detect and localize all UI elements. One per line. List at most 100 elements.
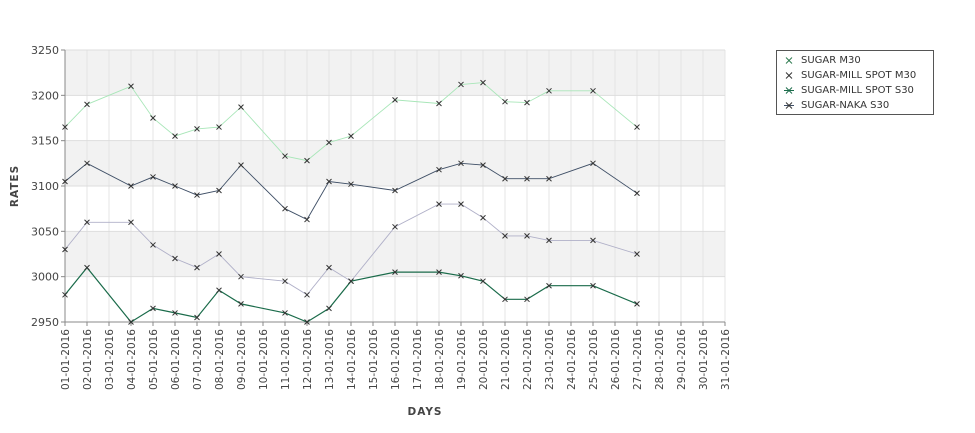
x-tick-label: 19-01-2016 (456, 329, 468, 390)
legend-marker-icon (783, 98, 795, 113)
x-tick-label: 22-01-2016 (522, 329, 534, 390)
data-point-marker (348, 133, 354, 139)
legend-marker-icon (783, 83, 795, 98)
x-tick-label: 11-01-2016 (280, 329, 292, 390)
x-tick-label: 20-01-2016 (478, 329, 490, 390)
data-point-marker (392, 223, 398, 230)
x-tick-label: 31-01-2016 (720, 329, 732, 390)
data-point-marker (238, 301, 244, 307)
x-tick-label: 27-01-2016 (632, 329, 644, 390)
data-point-marker (238, 104, 244, 110)
x-tick-label: 17-01-2016 (412, 329, 424, 390)
data-point-marker (634, 301, 640, 307)
legend: SUGAR M30 SUGAR-MILL SPOT M30 SUGAR-MILL… (776, 50, 934, 115)
x-tick-label: 10-01-2016 (258, 329, 270, 390)
legend-label: SUGAR-MILL SPOT M30 (801, 70, 917, 81)
y-tick-label: 3000 (31, 271, 59, 284)
data-point-marker (282, 153, 288, 159)
data-point-marker (546, 175, 552, 182)
data-point-marker (282, 310, 288, 316)
x-tick-label: 28-01-2016 (654, 329, 666, 390)
data-point-marker (84, 101, 90, 108)
x-tick-label: 07-01-2016 (192, 329, 204, 390)
data-point-marker (480, 214, 486, 221)
data-point-marker (84, 160, 90, 167)
data-point-marker (590, 237, 596, 244)
data-point-marker (524, 296, 530, 303)
data-point-marker (634, 251, 640, 257)
data-point-marker (546, 87, 552, 94)
data-point-marker (172, 133, 178, 139)
data-point-marker (172, 310, 178, 316)
data-point-marker (480, 79, 486, 86)
legend-marker-icon (783, 68, 795, 83)
legend-item-sugar-mill-spot-s30: SUGAR-MILL SPOT S30 (777, 83, 933, 98)
data-point-marker (128, 319, 134, 325)
data-point-marker (304, 157, 310, 164)
data-point-marker (348, 181, 354, 188)
data-point-marker (128, 183, 134, 189)
data-point-marker (326, 139, 332, 146)
data-point-marker (150, 115, 156, 121)
data-point-marker (392, 269, 398, 275)
x-tick-label: 16-01-2016 (390, 329, 402, 390)
data-point-marker (436, 201, 442, 207)
data-point-marker (128, 219, 134, 226)
x-tick-label: 29-01-2016 (676, 329, 688, 390)
data-point-marker (216, 124, 222, 130)
data-point-marker (348, 278, 354, 285)
data-point-marker (502, 233, 508, 239)
data-point-marker (84, 264, 90, 271)
data-point-marker (150, 305, 156, 312)
data-point-marker (436, 269, 442, 275)
x-tick-label: 25-01-2016 (588, 329, 600, 390)
data-point-marker (194, 192, 200, 198)
data-point-marker (238, 273, 244, 280)
data-point-marker (326, 178, 332, 185)
x-tick-label: 26-01-2016 (610, 329, 622, 390)
data-point-marker (590, 282, 596, 289)
data-point-marker (480, 162, 486, 169)
data-point-marker (502, 175, 508, 182)
x-tick-label: 08-01-2016 (214, 329, 226, 390)
data-point-marker (282, 278, 288, 285)
y-tick-label: 3200 (31, 89, 59, 102)
data-point-marker (282, 205, 288, 212)
data-point-marker (172, 183, 178, 189)
data-point-marker (150, 242, 156, 248)
data-point-marker (392, 97, 398, 103)
x-tick-label: 13-01-2016 (324, 329, 336, 390)
x-tick-label: 02-01-2016 (82, 329, 94, 390)
data-point-marker (62, 246, 68, 253)
legend-item-sugar-m30: SUGAR M30 (777, 53, 933, 68)
data-point-marker (304, 291, 310, 298)
data-point-marker (546, 237, 552, 244)
y-tick-label: 3250 (31, 44, 59, 57)
legend-label: SUGAR-MILL SPOT S30 (801, 85, 914, 96)
data-point-marker (62, 124, 68, 130)
y-tick-label: 3100 (31, 180, 59, 193)
x-tick-label: 18-01-2016 (434, 329, 446, 390)
y-axis-title: RATES (9, 165, 21, 207)
x-tick-label: 30-01-2016 (698, 329, 710, 390)
data-point-marker (62, 178, 68, 185)
x-tick-label: 14-01-2016 (346, 329, 358, 390)
data-point-marker (546, 282, 552, 289)
x-tick-label: 24-01-2016 (566, 329, 578, 390)
data-point-marker (502, 296, 508, 303)
data-point-marker (436, 100, 442, 107)
y-tick-label: 2950 (31, 316, 59, 329)
data-point-marker (458, 81, 464, 88)
legend-label: SUGAR M30 (801, 55, 861, 66)
x-tick-label: 21-01-2016 (500, 329, 512, 390)
data-point-marker (150, 174, 156, 180)
data-point-marker (84, 219, 90, 226)
data-point-marker (590, 87, 596, 94)
data-point-marker (326, 264, 332, 271)
data-point-marker (304, 216, 310, 223)
data-point-marker (128, 83, 134, 90)
x-axis-title: DAYS (407, 406, 442, 418)
data-point-marker (216, 287, 222, 294)
data-point-marker (172, 255, 178, 262)
data-point-marker (392, 187, 398, 194)
